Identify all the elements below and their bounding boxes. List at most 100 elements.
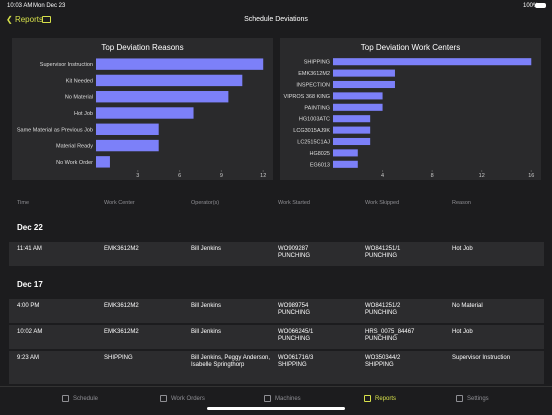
y-tick-label: Same Material as Previous Job	[17, 127, 93, 133]
back-label[interactable]: Reports	[14, 15, 43, 24]
bar	[333, 149, 358, 157]
table-cell: Bill Jenkins	[191, 246, 222, 252]
tab-icon[interactable]	[62, 395, 69, 402]
table-cell: WO350344/2 SHIPPING	[365, 355, 401, 368]
table-cell: Bill Jenkins	[191, 303, 222, 309]
table-cell: 9:23 AM	[17, 355, 40, 361]
tab-item[interactable]: Machines	[264, 395, 301, 402]
table-cell: EMK3612M2	[104, 303, 139, 309]
table-row[interactable]: 11:41 AM EMK3612M2 Bill Jenkins WO909287 PU…	[9, 242, 544, 266]
bar	[333, 103, 383, 111]
chart: Top Deviation Reasons 3 6 9 12 Supervisor Ins…	[17, 43, 266, 179]
nav-title: Schedule Deviations	[244, 16, 308, 23]
table-cell: EMK3612M2	[104, 246, 139, 252]
x-tick-label: 4	[381, 173, 384, 179]
x-tick-label: 16	[528, 173, 534, 179]
table-cell: No Material	[452, 303, 483, 309]
table-cell: WO909287 PUNCHING	[278, 246, 311, 259]
y-tick-label: No Material	[65, 95, 93, 101]
y-tick-label: Kit Needed	[66, 78, 93, 84]
bar	[333, 80, 395, 89]
table-row[interactable]: 4:00 PM EMK3612M2 Bill Jenkins WO989754 PUN…	[9, 299, 544, 323]
tab-item[interactable]: Work Orders	[160, 395, 205, 402]
back-button[interactable]: ❮ Reports	[6, 15, 43, 24]
battery-text: 100%	[523, 3, 539, 9]
y-tick-label: Material Ready	[56, 144, 93, 150]
bar	[333, 58, 532, 66]
y-tick-label: LCG3015AJ9K	[293, 128, 330, 134]
table-cell: EMK3612M2	[104, 329, 139, 335]
section-label: Dec 22	[17, 223, 43, 232]
y-tick-label: VIPROS 368 KING	[284, 94, 330, 100]
x-tick-label: 8	[431, 173, 434, 179]
table-cell: SHIPPING	[104, 355, 133, 361]
y-tick-label: Supervisor Instruction	[40, 62, 93, 68]
tab-icon[interactable]	[364, 395, 371, 402]
y-tick-label: SHIPPING	[304, 60, 330, 66]
y-tick-label: No Work Order	[56, 160, 93, 166]
bar	[333, 126, 371, 134]
tab-item[interactable]: Settings	[456, 395, 489, 402]
bar	[96, 123, 159, 135]
bar	[333, 137, 371, 146]
bar	[96, 58, 264, 70]
table-cell: 11:41 AM	[17, 246, 42, 252]
y-tick-label: INSPECTION	[296, 83, 330, 89]
tab-label[interactable]: Reports	[375, 396, 397, 403]
table-cell: 10:02 AM	[17, 329, 43, 335]
tab-label[interactable]: Schedule	[73, 396, 99, 403]
bar	[333, 160, 358, 168]
y-tick-label: EG6013	[310, 162, 330, 168]
column-header: Operator(s)	[191, 200, 220, 206]
table-cell: WO841251/2 PUNCHING	[365, 303, 401, 316]
x-tick-label: 12	[479, 173, 485, 179]
bar	[333, 69, 395, 77]
tab-icon[interactable]	[160, 395, 167, 402]
table-cell: WO841251/1 PUNCHING	[365, 246, 401, 259]
tab-label[interactable]: Machines	[275, 396, 301, 403]
tab-icon[interactable]	[456, 395, 463, 402]
chart-panel: Top Deviation Work Centers 4 8 12 16 SHIPPING…	[280, 38, 541, 180]
chart-panel: Top Deviation Reasons 3 6 9 12 Supervisor Ins…	[12, 38, 273, 180]
x-tick-label: 9	[220, 173, 223, 179]
section-label: Dec 17	[17, 280, 43, 289]
table-cell: HRS_0075_84467 PUNCHING	[365, 329, 415, 342]
table-cell: WO989754 PUNCHING	[278, 303, 311, 316]
table-cell: Supervisor Instruction	[452, 355, 511, 361]
bar	[96, 74, 243, 87]
table-cell: Hot Job	[452, 329, 473, 335]
y-tick-label: LC2515C1AJ	[297, 140, 330, 146]
bar	[96, 107, 194, 119]
x-tick-label: 3	[136, 173, 139, 179]
column-header: Work Started	[278, 200, 310, 206]
bar	[96, 91, 229, 103]
home-indicator	[207, 407, 345, 410]
column-header: Work Center	[104, 200, 135, 206]
status-time: 10:03 AM	[7, 3, 33, 9]
sidebar-toggle[interactable]	[42, 16, 51, 23]
table-cell: Bill Jenkins	[191, 329, 222, 335]
tab-icon[interactable]	[264, 395, 271, 402]
table-cell: WO061716/3 SHIPPING	[278, 355, 314, 368]
status-date: Mon Dec 23	[33, 3, 66, 9]
tab-item[interactable]: Schedule	[62, 395, 98, 402]
tab-item[interactable]: Reports	[364, 395, 396, 402]
bar	[96, 139, 159, 152]
battery-icon	[535, 3, 546, 8]
y-tick-label: PAINTING	[304, 105, 330, 111]
chart: Top Deviation Work Centers 4 8 12 16 SHIPPING…	[284, 43, 535, 179]
table-row[interactable]: 9:23 AM SHIPPING Bill Jenkins, Peggy Ander…	[9, 351, 544, 384]
tab-label[interactable]: Work Orders	[171, 396, 205, 403]
column-header: Time	[17, 200, 30, 206]
bar	[333, 92, 383, 100]
tab-label[interactable]: Settings	[467, 396, 489, 403]
table-row[interactable]: 10:02 AM EMK3612M2 Bill Jenkins WO066245/1 …	[9, 325, 544, 349]
table-cell: WO066245/1 PUNCHING	[278, 329, 314, 342]
x-tick-label: 6	[178, 173, 181, 179]
table-cell: Hot Job	[452, 246, 473, 252]
chart-title: Top Deviation Work Centers	[361, 43, 460, 52]
y-tick-label: EMK3612M2	[298, 71, 330, 77]
bar	[96, 156, 110, 168]
